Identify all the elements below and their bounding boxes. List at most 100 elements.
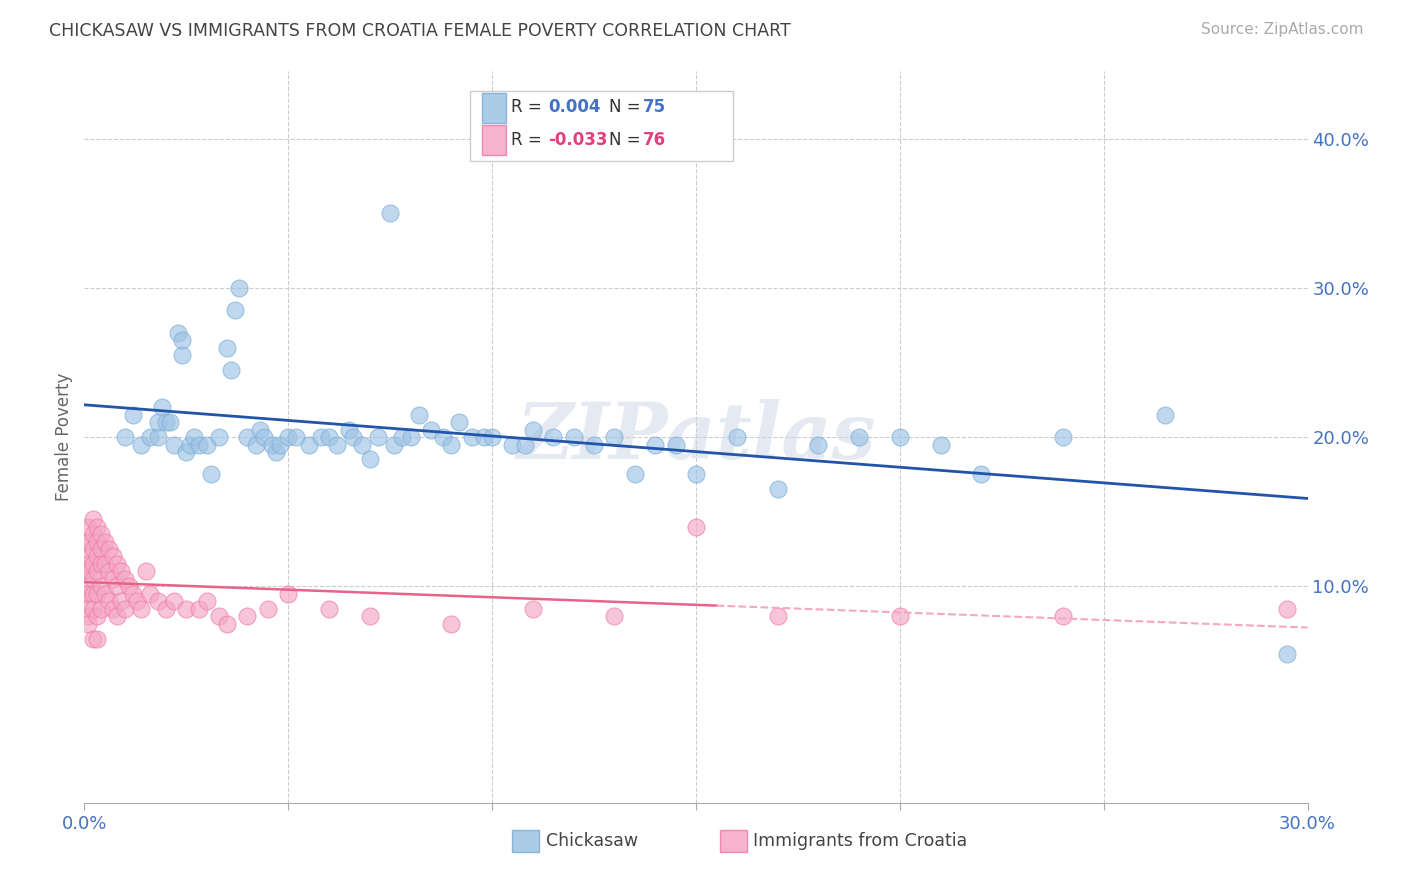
Point: [408, 408, 430, 422]
Point: [449, 415, 471, 429]
Text: R =: R =: [512, 131, 547, 149]
Point: [159, 415, 181, 429]
Point: [114, 430, 136, 444]
Point: [97, 565, 120, 579]
Point: [766, 609, 789, 624]
Text: Chickasaw: Chickasaw: [546, 832, 638, 850]
Point: [1154, 408, 1177, 422]
Point: [82, 587, 104, 601]
Point: [277, 587, 299, 601]
Point: [77, 519, 100, 533]
Point: [82, 601, 104, 615]
Point: [217, 341, 239, 355]
Point: [298, 437, 321, 451]
Point: [101, 549, 124, 564]
Point: [766, 483, 789, 497]
Point: [420, 423, 443, 437]
Point: [318, 430, 340, 444]
Point: [174, 445, 197, 459]
Point: [665, 437, 688, 451]
Point: [93, 587, 115, 601]
Point: [77, 587, 100, 601]
Point: [260, 437, 283, 451]
Text: R =: R =: [512, 98, 547, 116]
Point: [122, 408, 145, 422]
Text: 30.0%: 30.0%: [1279, 814, 1336, 833]
Point: [93, 534, 115, 549]
Point: [90, 557, 112, 571]
Text: 0.004: 0.004: [548, 98, 600, 116]
Point: [73, 534, 96, 549]
Point: [208, 430, 231, 444]
Point: [97, 594, 120, 608]
Point: [138, 430, 160, 444]
Point: [513, 437, 536, 451]
Point: [970, 467, 993, 482]
Point: [236, 430, 259, 444]
Point: [73, 565, 96, 579]
Point: [562, 430, 585, 444]
Point: [150, 401, 173, 415]
Point: [73, 587, 96, 601]
Point: [725, 430, 748, 444]
Point: [101, 601, 124, 615]
Point: [183, 430, 205, 444]
Point: [155, 415, 177, 429]
Point: [174, 601, 197, 615]
Point: [200, 467, 222, 482]
Point: [461, 430, 484, 444]
Point: [432, 430, 454, 444]
Point: [318, 601, 340, 615]
Point: [179, 437, 201, 451]
Point: [77, 549, 100, 564]
Point: [77, 565, 100, 579]
Point: [90, 579, 112, 593]
Point: [685, 467, 707, 482]
Point: [77, 609, 100, 624]
Point: [253, 430, 276, 444]
Point: [146, 415, 169, 429]
Point: [1052, 430, 1074, 444]
Point: [624, 467, 647, 482]
Point: [224, 303, 246, 318]
Point: [86, 549, 108, 564]
Point: [163, 594, 186, 608]
Point: [929, 437, 952, 451]
Point: [367, 430, 389, 444]
Point: [382, 437, 405, 451]
Point: [131, 437, 153, 451]
Text: Immigrants from Croatia: Immigrants from Croatia: [754, 832, 967, 850]
Point: [848, 430, 870, 444]
Point: [522, 601, 544, 615]
Point: [82, 557, 104, 571]
Point: [1052, 609, 1074, 624]
Point: [359, 452, 381, 467]
Point: [82, 632, 104, 646]
Point: [77, 534, 100, 549]
Point: [86, 609, 108, 624]
Point: [543, 430, 565, 444]
Point: [187, 601, 209, 615]
Bar: [482, 94, 506, 122]
Text: N =: N =: [609, 98, 645, 116]
Point: [342, 430, 364, 444]
Point: [195, 594, 218, 608]
Point: [644, 437, 666, 451]
Point: [269, 437, 291, 451]
Point: [167, 326, 190, 340]
Point: [472, 430, 495, 444]
Point: [86, 534, 108, 549]
Point: [187, 437, 209, 451]
Point: [399, 430, 422, 444]
Point: [228, 281, 250, 295]
Point: [217, 616, 239, 631]
Point: [359, 609, 381, 624]
Point: [90, 542, 112, 557]
Y-axis label: Female Poverty: Female Poverty: [55, 373, 73, 501]
Point: [889, 430, 911, 444]
Point: [90, 527, 112, 541]
Point: [380, 206, 402, 220]
Point: [82, 512, 104, 526]
Point: [522, 423, 544, 437]
Point: [172, 348, 194, 362]
